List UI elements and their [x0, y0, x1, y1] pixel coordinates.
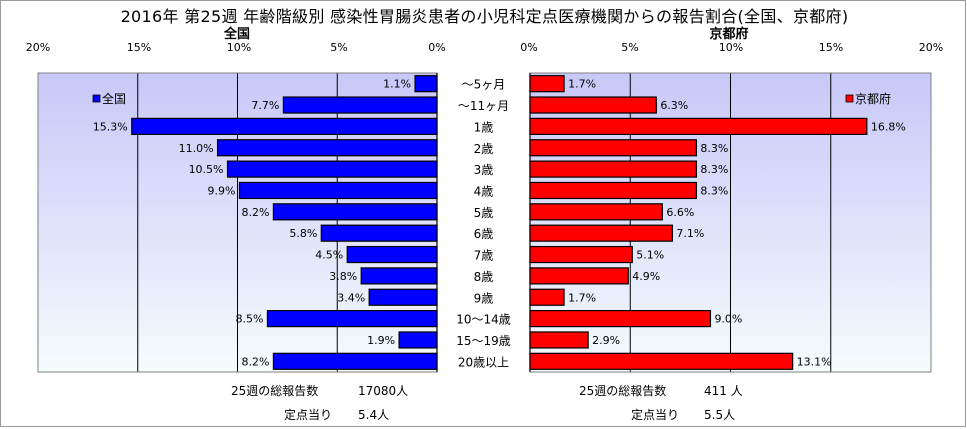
right-bar [529, 267, 629, 285]
left-bar-value-label: 8.2% [241, 355, 269, 368]
category-label: 8歳 [474, 270, 494, 284]
right-summary-per-value: 5.5人 [704, 408, 736, 422]
left-bar [272, 203, 438, 221]
category-label: 7歳 [474, 249, 494, 263]
left-legend-swatch [92, 94, 101, 103]
left-panel-title: 全国 [223, 27, 250, 42]
left-bar [216, 139, 438, 157]
right-summary-per-label: 定点当り [631, 408, 680, 422]
category-label: 15～19歳 [456, 334, 511, 348]
category-label: 5歳 [474, 206, 494, 220]
right-bar [529, 245, 633, 264]
right-tick-label: 10% [718, 41, 744, 54]
right-bar [529, 181, 698, 200]
right-legend-label: 京都府 [855, 91, 891, 106]
right-bar-value-label: 6.3% [660, 99, 688, 112]
left-bar [414, 75, 438, 93]
left-bar [368, 288, 438, 306]
left-bar [266, 310, 438, 328]
right-tick-label: 5% [621, 41, 639, 54]
left-bar-value-label: 1.1% [383, 78, 411, 91]
left-bar-value-label: 9.9% [208, 184, 236, 197]
right-bar [529, 352, 794, 370]
left-bar-value-label: 4.5% [315, 249, 343, 262]
chart-title: 2016年 第25週 年齢階級別 感染性胃腸炎患者の小児科定点医療機関からの報告… [120, 7, 849, 26]
right-bar [529, 331, 589, 349]
left-tick-label: 5% [330, 41, 348, 54]
left-bar [398, 331, 438, 349]
right-bar [529, 75, 565, 93]
right-bar-value-label: 9.0% [714, 313, 742, 326]
right-bar [529, 224, 673, 242]
left-bar [238, 181, 438, 200]
left-summary-per-value: 5.4人 [358, 408, 390, 422]
right-bar [529, 160, 698, 178]
left-bar-value-label: 3.8% [329, 270, 357, 283]
right-bar-value-label: 7.1% [676, 227, 704, 240]
right-bar-value-label: 6.6% [666, 206, 694, 219]
left-bar [360, 267, 438, 285]
right-bar [529, 310, 712, 328]
left-legend-label: 全国 [102, 91, 126, 106]
right-panel-title: 京都府 [709, 27, 749, 42]
category-label: 9歳 [474, 291, 494, 305]
category-label: ～11ヶ月 [458, 99, 509, 113]
right-bar [529, 117, 868, 135]
category-label: ～5ヶ月 [462, 78, 506, 92]
right-bar [529, 288, 565, 306]
left-summary-total-value: 17080人 [358, 384, 409, 398]
left-tick-label: 0% [428, 41, 446, 54]
left-bar [346, 245, 438, 264]
left-summary-per-label: 定点当り [284, 408, 333, 422]
category-label: 20歳以上 [458, 355, 509, 369]
left-bar [282, 96, 438, 114]
category-label: 10～14歳 [456, 313, 511, 327]
left-tick-label: 20% [25, 41, 51, 54]
left-bar [320, 224, 438, 242]
right-bar-value-label: 2.9% [592, 334, 620, 347]
category-label: 2歳 [474, 142, 494, 156]
category-label: 3歳 [474, 163, 494, 177]
right-bar-value-label: 4.9% [632, 270, 660, 283]
right-bar-value-label: 1.7% [568, 78, 596, 91]
right-tick-label: 15% [818, 41, 844, 54]
right-bar-value-label: 13.1% [797, 355, 832, 368]
left-bar-value-label: 8.5% [235, 313, 263, 326]
left-bar-value-label: 1.9% [367, 334, 395, 347]
left-tick-label: 10% [226, 41, 252, 54]
left-bar [226, 160, 438, 178]
right-bar-value-label: 5.1% [636, 249, 664, 262]
left-bar-value-label: 5.8% [289, 227, 317, 240]
left-bar [131, 117, 438, 135]
category-label: 1歳 [474, 120, 494, 134]
right-bar-value-label: 8.3% [700, 163, 728, 176]
right-bar [529, 96, 657, 114]
right-summary-total-label: 25週の総報告数 [579, 384, 667, 398]
left-bar [272, 352, 438, 370]
right-legend-swatch [845, 94, 854, 103]
left-bar-value-label: 7.7% [251, 99, 279, 112]
left-bar-value-label: 10.5% [189, 163, 224, 176]
right-bar-value-label: 8.3% [700, 142, 728, 155]
right-summary-total-value: 411 人 [704, 384, 743, 398]
left-tick-label: 15% [126, 41, 152, 54]
right-bar-value-label: 8.3% [700, 184, 728, 197]
category-label: 4歳 [474, 184, 494, 198]
left-summary-total-label: 25週の総報告数 [231, 384, 319, 398]
right-bar [529, 139, 698, 157]
right-tick-label: 20% [918, 41, 944, 54]
right-bar-value-label: 16.8% [871, 120, 906, 133]
left-bar-value-label: 3.4% [337, 291, 365, 304]
right-bar [529, 203, 663, 221]
right-tick-label: 0% [520, 41, 538, 54]
category-label: 6歳 [474, 227, 494, 241]
left-bar-value-label: 15.3% [93, 120, 128, 133]
left-bar-value-label: 8.2% [241, 206, 269, 219]
left-bar-value-label: 11.0% [179, 142, 214, 155]
right-bar-value-label: 1.7% [568, 291, 596, 304]
